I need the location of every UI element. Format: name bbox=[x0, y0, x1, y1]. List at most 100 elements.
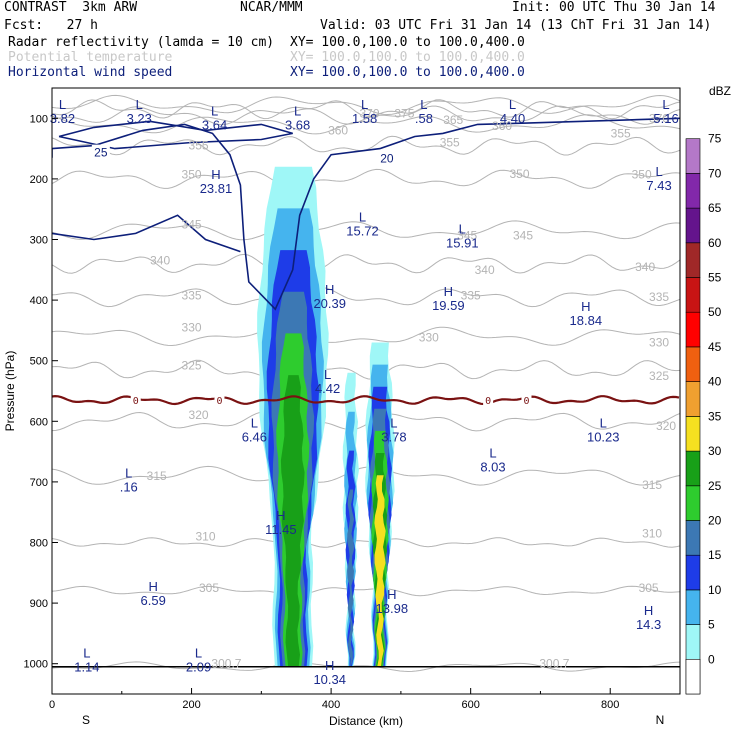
colorbar-swatch-30 bbox=[685, 450, 701, 487]
hl-value: 23.81 bbox=[200, 181, 233, 196]
hl-letter-h: H bbox=[581, 299, 590, 314]
theta-contour-335 bbox=[52, 286, 680, 308]
field-reflectivity-name: Radar reflectivity (lamda = 10 cm) bbox=[8, 35, 275, 50]
hl-value: 2.09 bbox=[186, 660, 211, 675]
theta-contour-360 bbox=[52, 114, 680, 135]
colorbar-label: 70 bbox=[708, 166, 722, 180]
hl-value: .58 bbox=[415, 111, 433, 126]
freezing-label-bg-1 bbox=[130, 394, 141, 407]
freezing-level-label: 0 bbox=[523, 396, 529, 407]
colorbar-swatch-75 bbox=[685, 138, 701, 174]
hl-value: 11.45 bbox=[265, 522, 297, 537]
theta-label: 330 bbox=[419, 331, 439, 345]
theta-label: 345 bbox=[513, 228, 533, 242]
y-tick-label: 300 bbox=[30, 235, 48, 247]
hl-letter-h: H bbox=[211, 167, 220, 182]
field-theta-xy: XY= 100.0,100.0 to 100.0,400.0 bbox=[290, 50, 525, 65]
hl-letter-l: L bbox=[390, 415, 397, 430]
theta-label: 355 bbox=[189, 139, 209, 153]
colorbar: dBZ 0 5 10 15 20 25 30 35 40 45 50 55 60 65 70 75 bbox=[685, 84, 731, 695]
freezing-label-bg-3 bbox=[483, 394, 494, 407]
hl-letter-l: L bbox=[211, 103, 218, 118]
plot-frame bbox=[51, 87, 681, 695]
theta-contour-305 bbox=[52, 585, 680, 597]
theta-contour-340 bbox=[52, 253, 680, 274]
hl-letter-h: H bbox=[644, 603, 653, 618]
freezing-level-label: 0 bbox=[216, 396, 222, 407]
freezing-level-label: 0 bbox=[133, 396, 139, 407]
wind-contour-labels: 25 20 bbox=[91, 144, 396, 166]
hl-letter-h: H bbox=[325, 658, 334, 673]
colorbar-label: 45 bbox=[708, 340, 722, 354]
colorbar-label: 15 bbox=[708, 548, 722, 562]
hl-letter-h: H bbox=[387, 587, 396, 602]
hl-value: 6.59 bbox=[141, 593, 166, 608]
colorbar-label: 40 bbox=[708, 375, 722, 389]
colorbar-swatch-60 bbox=[685, 242, 701, 278]
reflectivity-cell-1-30dbz bbox=[280, 375, 305, 667]
hl-value: 10.23 bbox=[587, 429, 620, 444]
theta-contour-300.7 bbox=[52, 661, 680, 673]
hl-letter-l: L bbox=[509, 97, 516, 112]
colorbar-swatch-65 bbox=[685, 207, 701, 244]
x-end-label-south: S bbox=[82, 713, 90, 727]
theta-contour-310 bbox=[52, 537, 680, 548]
org-label: NCAR/MMM bbox=[240, 0, 303, 15]
theta-contour-labels: 300.7 300.7 305 305 310 310 315 315 320 320 325 325… bbox=[147, 106, 677, 670]
theta-contour-365 bbox=[52, 105, 680, 126]
field-wind-xy: XY= 100.0,100.0 to 100.0,400.0 bbox=[290, 65, 525, 80]
hl-value: 15.91 bbox=[446, 235, 479, 250]
theta-label: 365 bbox=[443, 113, 463, 127]
colorbar-swatch-below bbox=[685, 658, 701, 695]
hl-value: 1.58 bbox=[352, 111, 377, 126]
wind-label: 25 bbox=[94, 146, 108, 160]
theta-label: 330 bbox=[649, 336, 669, 350]
hl-value: 3.68 bbox=[285, 117, 310, 132]
theta-contour-350 bbox=[52, 168, 680, 189]
hl-value: 4.40 bbox=[500, 111, 525, 126]
y-tick-label: 200 bbox=[30, 174, 48, 186]
wind-label: 20 bbox=[380, 152, 394, 166]
y-tick-label: 800 bbox=[30, 538, 48, 550]
theta-label: 340 bbox=[150, 254, 170, 268]
theta-contour-375 bbox=[52, 94, 680, 116]
x-end-label-north: N bbox=[656, 713, 665, 727]
colorbar-label: 60 bbox=[708, 236, 722, 250]
wind-label-bg bbox=[91, 144, 110, 159]
hl-value: 3.64 bbox=[202, 117, 227, 132]
theta-label: 345 bbox=[457, 228, 477, 242]
theta-label: 325 bbox=[182, 359, 202, 373]
theta-label: 300.7 bbox=[539, 657, 569, 671]
colorbar-swatch-20 bbox=[685, 520, 701, 556]
theta-label: 360 bbox=[492, 119, 512, 133]
wind-contour-20 bbox=[52, 117, 680, 311]
hl-value: 7.43 bbox=[646, 178, 671, 193]
colorbar-swatch-40 bbox=[685, 381, 701, 417]
field-reflectivity-xy: XY= 100.0,100.0 to 100.0,400.0 bbox=[290, 35, 525, 50]
high-low-markers: L3.82L3.23L3.64L3.68L1.58L.58L4.40L5.16H… bbox=[50, 97, 679, 687]
reflectivity-cell-2-20dbz bbox=[347, 489, 355, 667]
theta-label: 360 bbox=[328, 123, 348, 137]
wind-contour-20-lower bbox=[52, 214, 241, 253]
theta-label: 370 bbox=[359, 106, 379, 120]
colorbar-swatch-25 bbox=[685, 485, 701, 521]
hl-value: 4.42 bbox=[315, 381, 340, 396]
theta-contour-330 bbox=[52, 326, 680, 347]
theta-contour-315 bbox=[52, 465, 680, 486]
y-tick-label: 600 bbox=[30, 416, 48, 428]
colorbar-swatch-10 bbox=[685, 589, 701, 625]
freezing-label-bg-2 bbox=[214, 394, 225, 407]
x-tick-label: 400 bbox=[322, 699, 340, 711]
hl-letter-l: L bbox=[83, 646, 90, 661]
x-axis-label: Distance (km) bbox=[329, 714, 403, 728]
hl-letter-l: L bbox=[195, 646, 202, 661]
freezing-level-line bbox=[52, 394, 680, 406]
y-tick-label: 700 bbox=[30, 477, 48, 489]
colorbar-label: 65 bbox=[708, 201, 722, 215]
colorbar-label: 30 bbox=[708, 444, 722, 458]
colorbar-label: 35 bbox=[708, 409, 722, 423]
theta-label: 345 bbox=[182, 217, 202, 231]
hl-letter-l: L bbox=[251, 415, 258, 430]
hl-value: 18.84 bbox=[570, 313, 603, 328]
